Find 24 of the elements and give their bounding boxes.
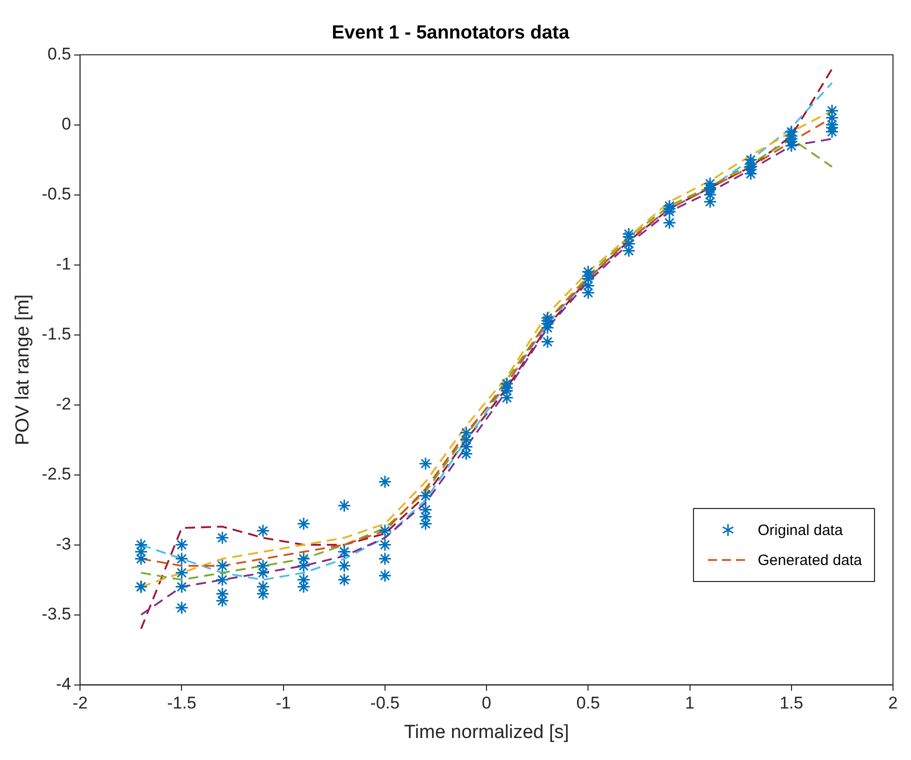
x-tick-label: -1 [276,694,291,713]
x-tick-label: 0 [482,694,492,713]
y-tick-label: 0.5 [47,44,72,64]
chart-title: Event 1 - 5annotators data [332,22,570,44]
x-tick-label: 0.5 [576,694,600,713]
x-axis-title: Time normalized [s] [404,722,570,743]
y-tick-label: -1 [56,254,72,274]
legend-label: Generated data [758,552,862,569]
x-tick-label: 1 [685,694,695,713]
y-tick-label: -3.5 [42,604,72,624]
legend-label: Original data [758,522,843,539]
x-tick-label: -2 [72,694,88,713]
y-tick-label: -2 [56,394,72,414]
y-tick-label: -0.5 [42,184,72,204]
y-tick-label: -1.5 [42,324,72,344]
y-tick-label: -2.5 [42,464,72,484]
x-tick-label: 2 [888,694,898,713]
x-tick-label: -1.5 [167,694,196,713]
y-axis-title: POV lat range [m] [12,294,34,446]
y-tick-label: 0 [62,114,72,134]
x-tick-label: -0.5 [370,694,400,713]
y-tick-label: -3 [56,534,72,554]
x-tick-label: 1.5 [780,694,804,713]
y-tick-label: -4 [56,674,72,694]
